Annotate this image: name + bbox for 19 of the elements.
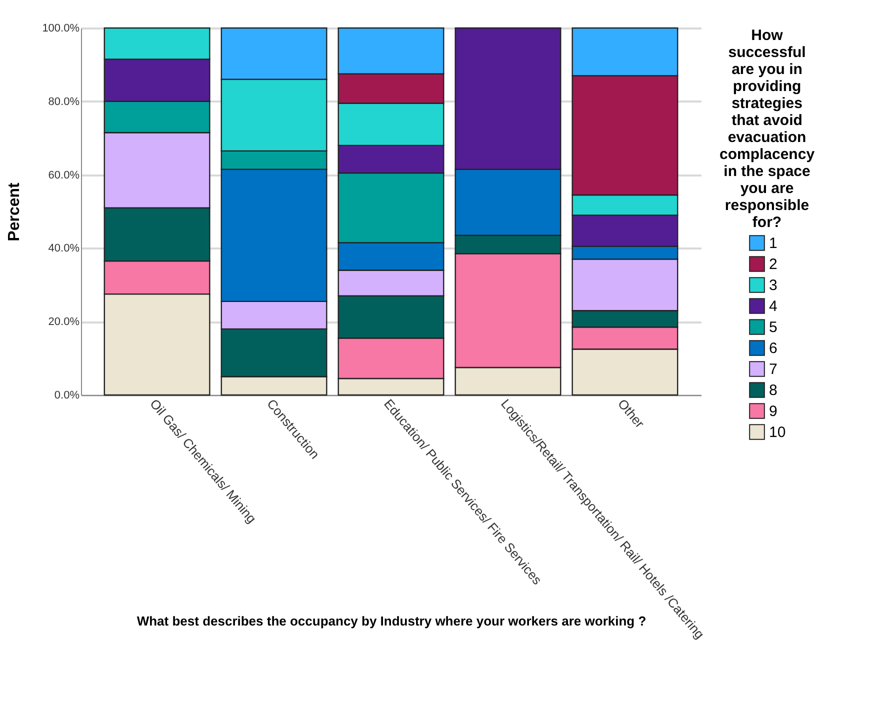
y-tick-label: 80.0% [48,96,80,108]
y-axis-title: Percent [6,182,24,242]
y-tick-label: 60.0% [48,169,80,182]
y-tick-label: 0.0% [54,390,80,402]
legend-label: 5 [769,319,778,336]
legend-label: 3 [769,277,778,294]
legend-label: 6 [769,340,778,357]
legend-label: 2 [769,256,778,273]
y-tick-label: 20.0% [48,316,80,328]
y-tick-label: 100.0% [42,22,80,34]
legend-label: 10 [769,424,786,441]
legend-label: 7 [769,361,778,378]
legend-label: 1 [769,235,778,252]
text: How successful are you in providing strategies that avoid evacuation complacency in the space you are responsible for? [719,27,815,231]
legend-label: 9 [769,403,778,420]
legend-label: 4 [769,298,778,315]
y-tick-label: 40.0% [48,242,80,255]
legend-label: 8 [769,382,778,399]
x-axis-title: What best describes the occupancy by Industry where your workers are working ? [136,614,646,628]
